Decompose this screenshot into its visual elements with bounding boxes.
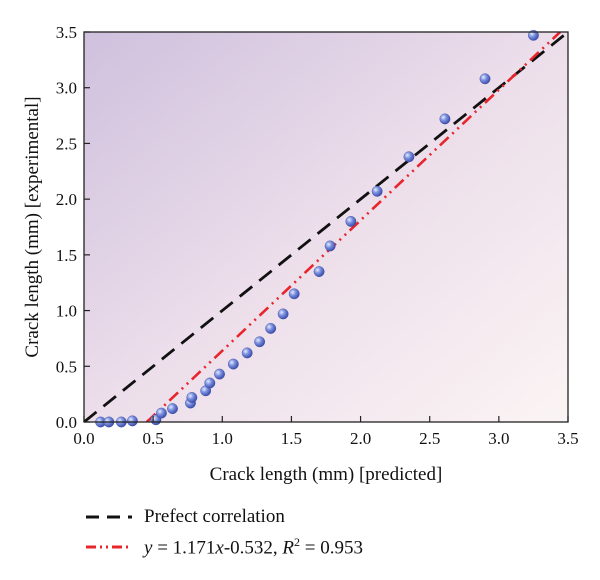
y-tick-label: 2.0 (56, 190, 77, 209)
data-point (277, 308, 289, 320)
x-tick-label: 1.0 (212, 429, 233, 448)
data-point (288, 288, 300, 300)
fit-r-superscript: 2 (294, 534, 301, 549)
fit-intercept: -0.532, (223, 537, 283, 559)
y-tick-label: 0.5 (56, 357, 77, 376)
data-point (227, 358, 239, 370)
fit-y-symbol: y (144, 537, 153, 559)
y-axis-label: Crack length (mm) [experimental] (22, 96, 43, 357)
data-point (345, 216, 357, 227)
data-point (528, 29, 539, 41)
fit-line (145, 32, 562, 422)
x-tick-label: 3.5 (557, 429, 578, 448)
y-tick-label: 1.5 (56, 246, 77, 265)
x-tick-label: 0.0 (73, 429, 94, 448)
data-point (479, 73, 491, 85)
legend-dashed-line-icon (86, 515, 132, 519)
data-point (371, 185, 383, 197)
data-point (156, 407, 167, 419)
data-point (313, 266, 325, 277)
fit-equation: = 1.171 (152, 537, 216, 559)
y-tick-label: 3.5 (56, 23, 77, 42)
x-tick-label: 3.0 (488, 429, 509, 448)
legend-perfect-label: Prefect correlation (144, 506, 285, 527)
fit-r-symbol: R (282, 537, 295, 559)
x-tick-label: 1.5 (281, 429, 302, 448)
data-point (265, 322, 277, 334)
data-point (167, 403, 178, 415)
perfect-correlation-line (84, 32, 568, 422)
x-tick-label: 0.5 (143, 429, 164, 448)
data-point (254, 336, 266, 348)
data-point (403, 151, 415, 163)
data-point (439, 113, 451, 125)
x-axis-label: Crack length (mm) [predicted] (210, 464, 443, 485)
legend-item-fit: y = 1.171x-0.532, R2 = 0.953 (84, 535, 363, 559)
y-tick-label: 3.0 (56, 79, 77, 98)
plot-frame (83, 31, 569, 423)
x-tick-label: 2.5 (419, 429, 440, 448)
x-tick-label: 2.0 (350, 429, 371, 448)
fit-r2-value: = 0.953 (300, 537, 363, 559)
y-tick-label: 0.0 (56, 413, 77, 432)
legend-item-perfect: Prefect correlation (84, 505, 285, 529)
data-point (126, 415, 138, 427)
data-point (241, 347, 253, 359)
fit-x-symbol: x (215, 537, 224, 559)
y-tick-label: 2.5 (56, 134, 77, 153)
legend-fit-label: y = 1.171x-0.532, R2 = 0.953 (144, 535, 363, 559)
y-tick-label: 1.0 (56, 302, 77, 321)
data-point (324, 240, 336, 252)
data-point (214, 368, 225, 380)
data-point (204, 377, 216, 389)
data-point (186, 392, 198, 403)
legend-dashdot-line-icon (86, 545, 132, 549)
